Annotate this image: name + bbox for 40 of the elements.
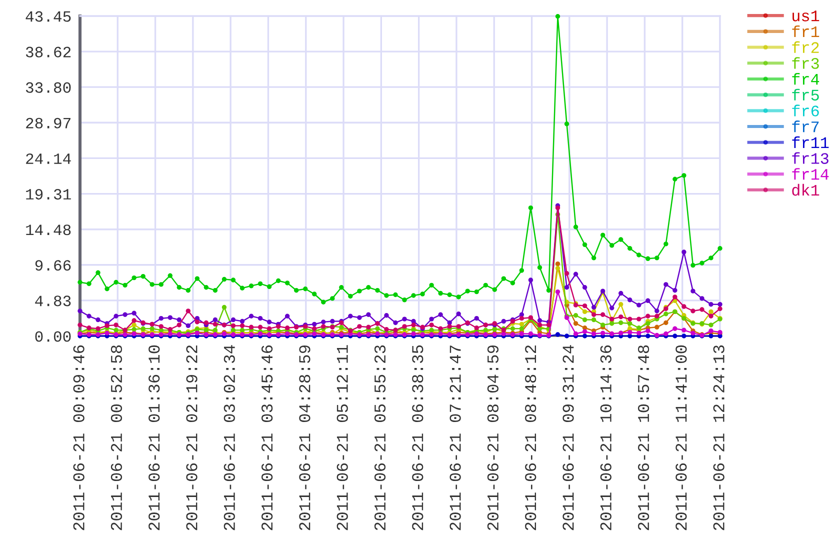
x-tick-label: 2011-06-21 00:52:58 (110, 345, 122, 530)
legend-label: fr7 (792, 120, 819, 132)
x-tick-label: 2011-06-21 10:14:36 (600, 345, 612, 530)
legend-label: fr13 (792, 152, 828, 164)
y-tick-label: 24.14 (26, 153, 71, 164)
legend-label: fr4 (792, 72, 820, 85)
legend-label: fr3 (792, 57, 819, 69)
x-tick-label: 2011-06-21 10:57:48 (638, 345, 650, 530)
legend-label: us1 (792, 10, 820, 22)
x-tick-label: 2011-06-21 07:21:47 (450, 346, 461, 530)
legend-label: fr5 (792, 88, 819, 101)
x-tick-label: 2011-06-21 02:19:22 (186, 346, 198, 530)
x-tick-label: 2011-06-21 04:28:59 (299, 345, 310, 530)
y-tick-label: 43.45 (26, 11, 71, 22)
x-tick-label: 2011-06-21 08:48:12 (525, 346, 536, 530)
y-tick-label: 14.48 (26, 224, 71, 236)
x-tick-label: 2011-06-21 08:04:59 (487, 345, 499, 530)
y-tick-label: 19.31 (26, 189, 71, 200)
y-tick-label: 9.66 (35, 260, 71, 271)
x-tick-label: 2011-06-21 03:02:34 (224, 345, 235, 530)
x-tick-label: 2011-06-21 03:45:46 (262, 345, 273, 530)
y-tick-label: 4.83 (35, 296, 71, 306)
legend-label: fr14 (792, 168, 829, 180)
x-tick-label: 2011-06-21 01:36:10 (148, 345, 160, 530)
x-tick-label: 2011-06-21 06:38:35 (412, 345, 424, 530)
legend-label: dk1 (792, 184, 820, 196)
x-tick-label: 2011-06-21 05:12:11 (336, 345, 348, 530)
y-tick-label: 38.62 (26, 46, 71, 58)
x-tick-label: 2011-06-21 12:24:13 (713, 345, 724, 530)
legend-label: fr6 (792, 104, 819, 116)
legend-label: fr2 (792, 41, 819, 53)
y-tick-label: 28.97 (26, 118, 70, 128)
x-tick-label: 2011-06-21 05:55:23 (374, 345, 386, 530)
legend-label: fr11 (792, 136, 829, 148)
x-tick-label: 2011-06-21 00:09:46 (73, 345, 84, 530)
x-tick-label: 2011-06-21 11:41:00 (676, 345, 687, 530)
y-tick-label: 0.00 (35, 331, 71, 342)
legend-label: fr1 (792, 25, 820, 38)
x-tick-label: 2011-06-21 09:31:24 (562, 345, 574, 530)
y-tick-label: 33.80 (26, 82, 71, 93)
